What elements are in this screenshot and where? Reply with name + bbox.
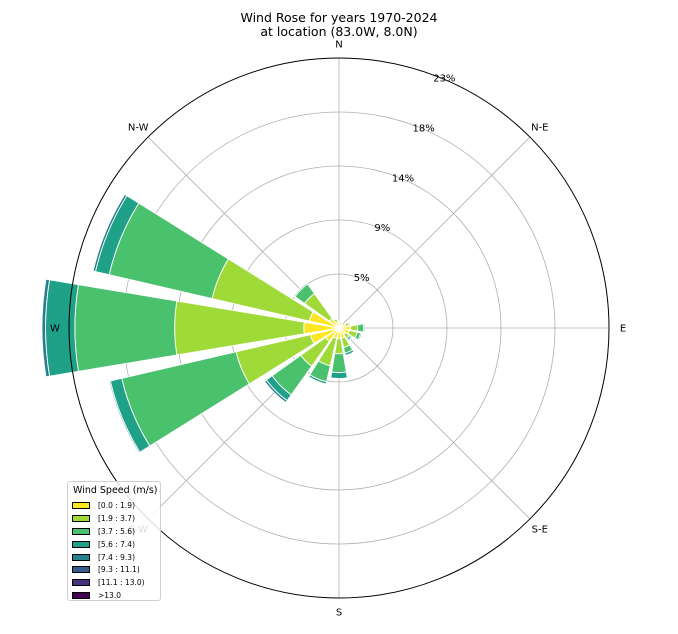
direction-label: N: [335, 40, 342, 51]
wind-bar: [357, 323, 365, 333]
wind-bar: [347, 321, 351, 327]
wind-bar: [108, 380, 141, 454]
legend-item: [1.9 : 3.7): [72, 512, 156, 525]
legend-swatch: [72, 514, 90, 522]
legend-title: Wind Speed (m/s): [73, 485, 158, 496]
radial-tick-label: 5%: [354, 273, 370, 284]
legend-label: [1.9 : 3.7): [98, 513, 136, 523]
legend-label: [5.6 : 7.4): [98, 539, 136, 549]
direction-label: W: [50, 324, 60, 335]
wind-bar: [333, 318, 339, 324]
legend-label: >13.0: [98, 591, 121, 601]
legend-item: [11.1 : 13.0): [72, 576, 156, 589]
legend-item: [5.6 : 7.4): [72, 538, 156, 551]
legend-swatch: [72, 566, 90, 574]
grid-spoke: [338, 327, 531, 520]
wind-bar: [350, 324, 359, 332]
legend-label: [7.4 : 9.3): [98, 552, 136, 562]
legend-label: [11.1 : 13.0): [98, 578, 145, 588]
wind-bar: [347, 336, 353, 342]
direction-label: S: [336, 608, 342, 619]
legend-swatch: [72, 592, 90, 600]
wind-bar: [330, 371, 348, 379]
direction-label: E: [620, 324, 626, 335]
legend-label: [9.3 : 11.1): [98, 565, 140, 575]
direction-label: N-W: [128, 123, 149, 134]
legend-item: [0.0 : 1.9): [72, 499, 156, 512]
direction-label: N-E: [531, 123, 548, 134]
legend-label: [3.7 : 5.6): [98, 526, 136, 536]
legend-item: >13.0: [72, 589, 156, 602]
wind-bar: [74, 284, 178, 372]
legend-label: [0.0 : 1.9): [98, 500, 136, 510]
legend-item: [3.7 : 5.6): [72, 525, 156, 538]
legend-item: [9.3 : 11.1): [72, 563, 156, 576]
legend-swatch: [72, 579, 90, 587]
legend-swatch: [72, 527, 90, 535]
radial-tick-label: 18%: [413, 123, 435, 134]
wind-bar: [362, 323, 366, 333]
polar-frame: [68, 57, 610, 599]
radial-tick-label: 9%: [374, 223, 390, 234]
grid-spoke: [338, 136, 531, 329]
wind-bar: [92, 193, 128, 273]
legend-swatch: [72, 553, 90, 561]
wind-bar: [331, 352, 347, 374]
wind-bar: [263, 379, 288, 404]
chart-subtitle: at location (83.0W, 8.0N): [260, 24, 418, 39]
legend: Wind Speed (m/s) [0.0 : 1.9) [1.9 : 3.7) […: [67, 481, 161, 601]
radial-tick-label: 14%: [392, 173, 414, 184]
legend-swatch: [72, 540, 90, 548]
wind-bar: [307, 374, 328, 385]
chart-title: Wind Rose for years 1970-2024: [240, 10, 438, 25]
wind-bar: [344, 349, 355, 356]
wind-bar: [357, 332, 363, 342]
legend-swatch: [72, 501, 90, 509]
wind-bar: [293, 282, 309, 298]
radial-tick-label: 23%: [433, 74, 455, 85]
wind-bar: [339, 320, 344, 324]
legend-item: [7.4 : 9.3): [72, 551, 156, 564]
wind-bar: [337, 320, 341, 323]
direction-label: S-E: [532, 524, 548, 535]
wind-bar: [41, 278, 51, 378]
